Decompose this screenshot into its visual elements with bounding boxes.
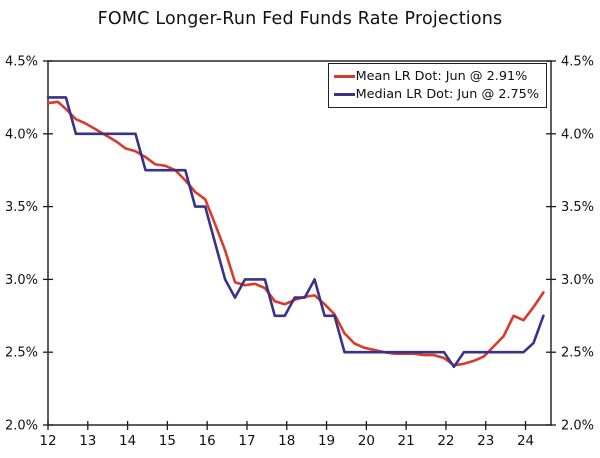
x-tick-label: 24: [517, 433, 534, 449]
y-tick-label-right: 3.0%: [561, 273, 594, 288]
mean-line-swatch: [333, 74, 355, 78]
x-tick-label: 17: [238, 433, 255, 449]
plot-frame: [47, 60, 552, 426]
y-tick-label-right: 3.5%: [561, 200, 594, 215]
y-tick-label-right: 2.0%: [561, 419, 594, 434]
x-tick-label: 16: [199, 433, 216, 449]
y-tick-label-left: 3.5%: [5, 200, 38, 215]
chart-title: FOMC Longer-Run Fed Funds Rate Projectio…: [97, 9, 503, 29]
x-tick-label: 20: [358, 433, 375, 449]
x-tick-label: 23: [477, 433, 494, 449]
y-tick-label-right: 4.0%: [561, 127, 594, 142]
legend-item-median: Median LR Dot: Jun @ 2.75%: [333, 85, 539, 103]
y-tick-label-left: 4.5%: [5, 55, 38, 70]
y-tick-label-left: 4.0%: [5, 127, 38, 142]
mean-lr-dot-line: [46, 100, 545, 367]
x-tick-label: 13: [79, 433, 96, 449]
x-tick-label: 15: [159, 433, 176, 449]
median-lr-dot-line: [46, 96, 545, 369]
y-tick-label-left: 2.0%: [5, 419, 38, 434]
x-tick-label: 22: [437, 433, 454, 449]
x-tick-label: 14: [119, 433, 136, 449]
legend-item-mean: Mean LR Dot: Jun @ 2.91%: [333, 67, 539, 85]
x-tick-label: 18: [278, 433, 295, 449]
legend: Mean LR Dot: Jun @ 2.91% Median LR Dot: …: [327, 63, 547, 108]
x-tick-label: 19: [318, 433, 335, 449]
x-tick-label: 21: [398, 433, 415, 449]
y-tick-label-left: 2.5%: [5, 346, 38, 361]
x-tick-label: 12: [39, 433, 56, 449]
median-line-swatch: [333, 92, 355, 96]
y-tick-label-left: 3.0%: [5, 273, 38, 288]
y-tick-label-right: 2.5%: [561, 346, 594, 361]
legend-label-mean: Mean LR Dot: Jun @ 2.91%: [355, 68, 528, 84]
y-tick-label-right: 4.5%: [561, 55, 594, 70]
legend-label-median: Median LR Dot: Jun @ 2.75%: [355, 86, 539, 102]
